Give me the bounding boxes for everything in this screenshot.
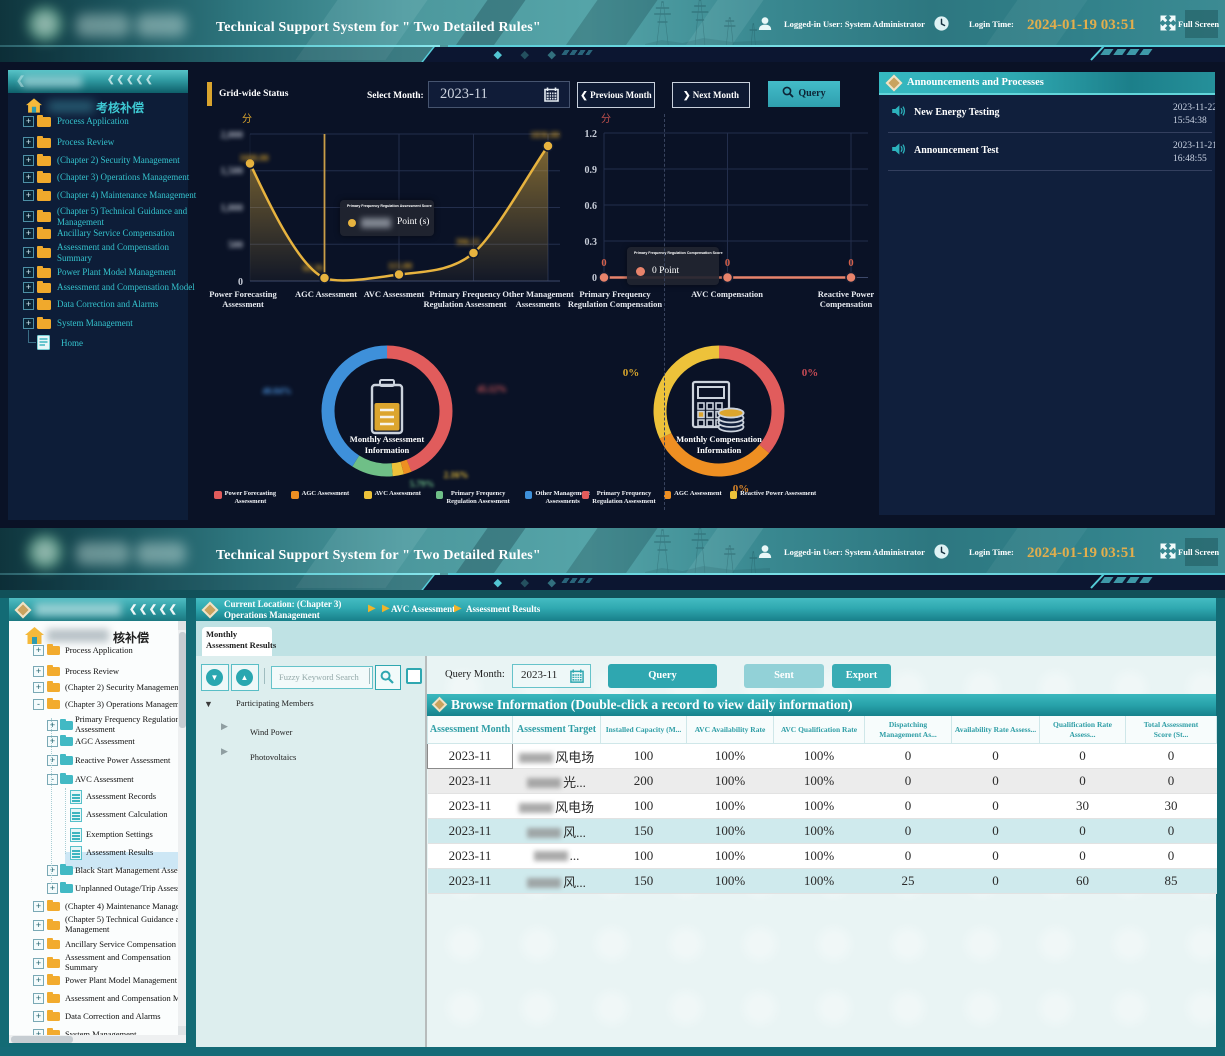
svg-text:0: 0	[592, 273, 597, 284]
svg-text:0.6: 0.6	[585, 201, 598, 212]
svg-text:0: 0	[601, 258, 606, 269]
svg-text:0: 0	[848, 258, 853, 269]
svg-text:1,000: 1,000	[221, 203, 244, 214]
svg-text:115.00: 115.00	[388, 261, 413, 271]
svg-text:1600.00: 1600.00	[239, 153, 269, 163]
svg-text:1836.00: 1836.00	[530, 130, 560, 140]
svg-text:0: 0	[238, 277, 243, 288]
svg-text:分: 分	[242, 113, 252, 125]
svg-text:0.3: 0.3	[585, 237, 598, 248]
svg-text:2,000: 2,000	[221, 130, 244, 141]
svg-text:390.35: 390.35	[456, 237, 481, 247]
svg-text:66.36: 66.36	[303, 263, 324, 273]
svg-text:分: 分	[601, 113, 611, 125]
svg-text:1.2: 1.2	[585, 129, 598, 140]
svg-text:500: 500	[228, 240, 243, 251]
svg-text:0.9: 0.9	[585, 165, 598, 176]
svg-text:1,500: 1,500	[221, 166, 244, 177]
svg-text:0: 0	[725, 258, 730, 269]
